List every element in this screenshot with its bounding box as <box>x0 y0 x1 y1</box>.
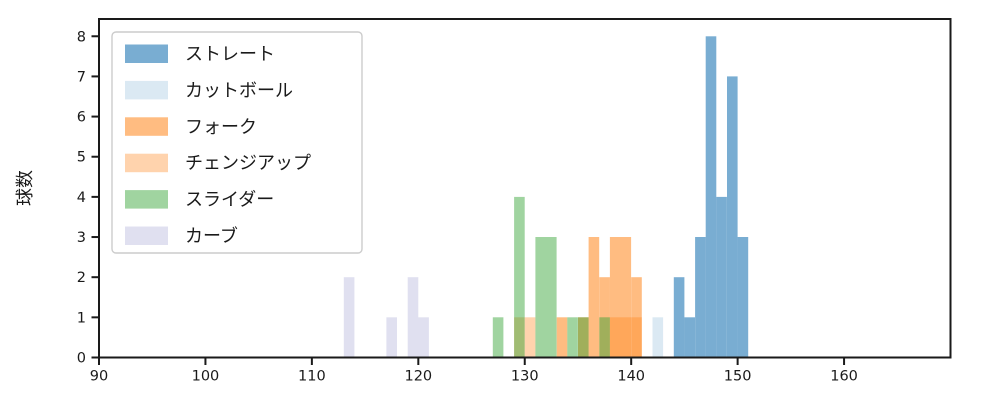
x-tick-label: 130 <box>511 369 539 385</box>
histogram-bar-fork <box>578 317 589 358</box>
x-tick-label: 100 <box>192 369 220 385</box>
histogram-bar-changeup <box>514 317 525 358</box>
histogram-bar-straight <box>684 317 695 358</box>
histogram-bar-straight <box>705 36 717 358</box>
y-tick-label: 5 <box>77 150 86 166</box>
histogram-bar-fork <box>620 237 632 358</box>
y-tick-label: 2 <box>77 270 86 286</box>
y-tick-label: 1 <box>77 310 86 326</box>
histogram-bar-fork <box>631 277 642 358</box>
legend-label-fork: フォーク <box>185 117 257 138</box>
legend-swatch-straight <box>125 44 168 63</box>
legend-label-curve: カーブ <box>185 225 238 247</box>
x-tick-label: 110 <box>298 369 326 385</box>
histogram-bar-changeup <box>609 317 621 358</box>
histogram-bar-slider <box>546 237 557 358</box>
x-tick-label: 150 <box>724 369 752 385</box>
histogram-bar-changeup <box>620 317 632 358</box>
legend-swatch-changeup <box>125 153 168 173</box>
y-tick-label: 6 <box>77 110 86 126</box>
histogram-bar-straight <box>673 277 685 358</box>
histogram-bar-fork <box>609 237 621 358</box>
histogram-bar-slider <box>535 237 546 358</box>
histogram-bar-slider <box>492 317 504 358</box>
y-tick-label: 0 <box>77 351 86 367</box>
legend-label-changeup: チェンジアップ <box>185 153 311 174</box>
histogram-bar-fork <box>599 277 610 358</box>
histogram-bar-straight <box>695 237 706 358</box>
x-tick-label: 160 <box>830 369 858 385</box>
legend-label-slider: スライダー <box>185 190 274 211</box>
legend-swatch-fork <box>125 117 168 136</box>
x-tick-label: 140 <box>617 369 645 385</box>
y-tick-label: 8 <box>77 29 86 45</box>
histogram-bar-slider <box>578 317 589 358</box>
histogram-bar-slider <box>514 196 525 358</box>
y-axis-label: 球数 <box>15 170 36 206</box>
legend-frame <box>111 31 363 254</box>
y-tick-label: 3 <box>77 230 86 246</box>
legend-swatch-slider <box>125 190 168 209</box>
legend-label-cutball: カットボール <box>185 80 293 101</box>
histogram-bar-changeup <box>524 317 536 358</box>
histogram-bar-curve <box>343 277 355 358</box>
legend-swatch-cutball <box>125 80 168 100</box>
y-tick-label: 4 <box>77 190 86 206</box>
histogram-bar-straight <box>716 196 727 358</box>
histogram-bar-curve <box>407 277 419 358</box>
histogram-bar-fork <box>588 237 600 358</box>
x-tick-label: 90 <box>90 369 108 385</box>
histogram-bar-curve <box>418 317 429 358</box>
legend-swatch-curve <box>125 226 168 245</box>
histogram-bar-curve <box>386 317 397 358</box>
histogram-bar-slider <box>599 317 610 358</box>
histogram-bar-cutball <box>652 317 664 358</box>
y-tick-label: 7 <box>77 69 86 85</box>
histogram-bar-changeup <box>631 317 642 358</box>
legend-label-straight: ストレート <box>185 44 275 65</box>
histogram-bar-fork <box>556 317 568 358</box>
histogram-bar-straight <box>737 237 749 358</box>
x-tick-label: 120 <box>404 369 432 385</box>
histogram-bar-straight <box>727 76 738 358</box>
histogram-bar-slider <box>567 317 578 358</box>
